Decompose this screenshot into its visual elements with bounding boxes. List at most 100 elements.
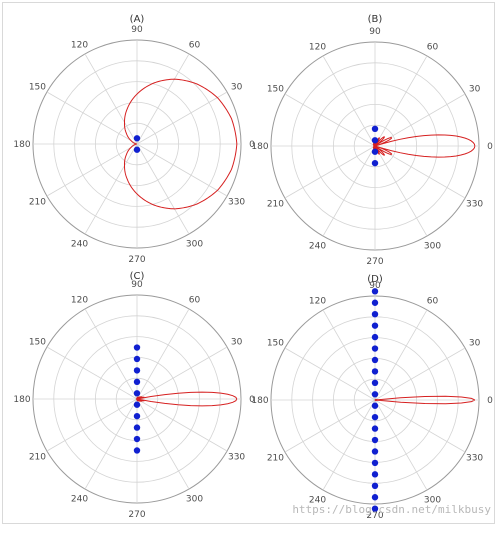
grid-spoke xyxy=(374,399,466,453)
grid-spoke xyxy=(84,53,138,145)
array-element xyxy=(371,391,379,398)
angle-tick-label: 120 xyxy=(71,295,88,305)
array-element xyxy=(371,425,379,432)
polar-chart-b: (B) 0 30 60 90 120 150 180 210 240 270 300 330 xyxy=(251,14,493,267)
angle-tick-label: 60 xyxy=(189,40,201,50)
angle-tick-label: 120 xyxy=(71,40,88,50)
polar-chart-c: (C) 0 30 60 90 120 150 180 210 240 270 300 330 xyxy=(13,271,255,520)
angle-tick-label: 300 xyxy=(186,240,203,250)
array-element xyxy=(371,471,379,478)
array-element xyxy=(371,125,379,133)
angle-tick-label: 90 xyxy=(369,27,381,37)
array-element xyxy=(133,378,141,386)
angle-tick-label: 90 xyxy=(369,281,381,291)
angle-tick-label: 270 xyxy=(128,255,145,265)
array-element xyxy=(371,137,379,144)
angle-tick-label: 210 xyxy=(29,198,46,208)
grid-spoke xyxy=(46,91,138,145)
grid-spoke xyxy=(284,399,376,453)
angle-tick-label: 180 xyxy=(13,140,30,150)
grid-spoke xyxy=(284,93,376,147)
array-element xyxy=(371,356,379,364)
chart-title: (B) xyxy=(368,14,383,25)
array-element xyxy=(371,368,379,375)
grid-spoke xyxy=(84,308,138,400)
array-element xyxy=(371,288,379,295)
angle-tick-label: 30 xyxy=(469,85,481,95)
pattern-curve xyxy=(135,391,238,407)
angle-tick-label: 90 xyxy=(131,280,143,290)
chart-title: (D) xyxy=(367,274,383,285)
grid-spoke xyxy=(136,398,228,452)
angle-tick-label: 300 xyxy=(186,495,203,505)
grid-spoke xyxy=(136,143,228,197)
array-element xyxy=(133,355,141,363)
array-element xyxy=(133,135,141,142)
chart-title: (C) xyxy=(130,271,145,282)
angle-tick-label: 240 xyxy=(309,242,326,252)
grid-spoke xyxy=(374,55,428,147)
angle-tick-label: 30 xyxy=(469,339,481,349)
array-element xyxy=(371,436,379,444)
angle-tick-label: 240 xyxy=(71,240,88,250)
array-element xyxy=(371,459,379,467)
grid-spoke xyxy=(46,143,138,197)
angle-tick-label: 210 xyxy=(29,453,46,463)
polar-chart-d: (D) 0 30 60 90 120 150 180 210 240 270 300 330 xyxy=(251,274,493,521)
angle-tick-label: 180 xyxy=(251,396,268,406)
angle-tick-label: 150 xyxy=(267,339,284,349)
angle-tick-label: 300 xyxy=(424,496,441,506)
grid-spoke xyxy=(374,347,466,401)
array-element xyxy=(371,379,379,387)
angle-tick-label: 0 xyxy=(487,142,493,152)
grid-spoke xyxy=(322,309,376,401)
angle-tick-label: 0 xyxy=(249,395,255,405)
array-element xyxy=(371,402,379,409)
angle-tick-label: 330 xyxy=(228,198,245,208)
array-element xyxy=(371,159,379,167)
angle-tick-label: 210 xyxy=(267,454,284,464)
polar-chart-a: (A) 0 30 60 90 120 150 180 210 240 270 300 330 xyxy=(13,14,255,265)
grid-spoke xyxy=(84,143,138,235)
angle-tick-label: 300 xyxy=(424,242,441,252)
angle-tick-label: 330 xyxy=(466,200,483,210)
array-element xyxy=(371,311,379,318)
pattern-curve xyxy=(374,395,476,405)
grid-spoke xyxy=(374,309,428,401)
array-element xyxy=(371,148,379,155)
grid-spoke xyxy=(136,346,228,400)
angle-tick-label: 60 xyxy=(427,296,439,306)
grid-spoke xyxy=(322,55,376,147)
chart-title: (A) xyxy=(130,14,145,25)
angle-tick-label: 240 xyxy=(71,495,88,505)
array-element xyxy=(133,344,141,351)
grid-spoke xyxy=(136,308,190,400)
angle-tick-label: 180 xyxy=(13,395,30,405)
grid-spoke xyxy=(136,398,190,490)
array-element xyxy=(133,367,141,374)
angle-tick-label: 60 xyxy=(189,295,201,305)
pattern-curve xyxy=(123,78,238,210)
figure-border xyxy=(2,2,495,524)
grid-spoke xyxy=(374,145,428,237)
angle-tick-label: 330 xyxy=(466,454,483,464)
angle-tick-label: 270 xyxy=(366,511,383,521)
angle-tick-label: 210 xyxy=(267,200,284,210)
array-element xyxy=(133,412,141,420)
angle-tick-label: 30 xyxy=(231,83,243,93)
array-element xyxy=(371,333,379,341)
array-element xyxy=(133,390,141,397)
array-element xyxy=(133,401,141,408)
grid-spoke xyxy=(284,145,376,199)
grid-spoke xyxy=(136,53,190,145)
array-element xyxy=(133,146,141,153)
array-element xyxy=(371,482,379,489)
pattern-curve xyxy=(372,134,476,158)
angle-tick-label: 0 xyxy=(487,396,493,406)
angle-tick-label: 330 xyxy=(228,453,245,463)
grid-spoke xyxy=(136,91,228,145)
angle-tick-label: 150 xyxy=(267,85,284,95)
grid-spoke xyxy=(374,399,428,491)
array-element xyxy=(371,413,379,421)
